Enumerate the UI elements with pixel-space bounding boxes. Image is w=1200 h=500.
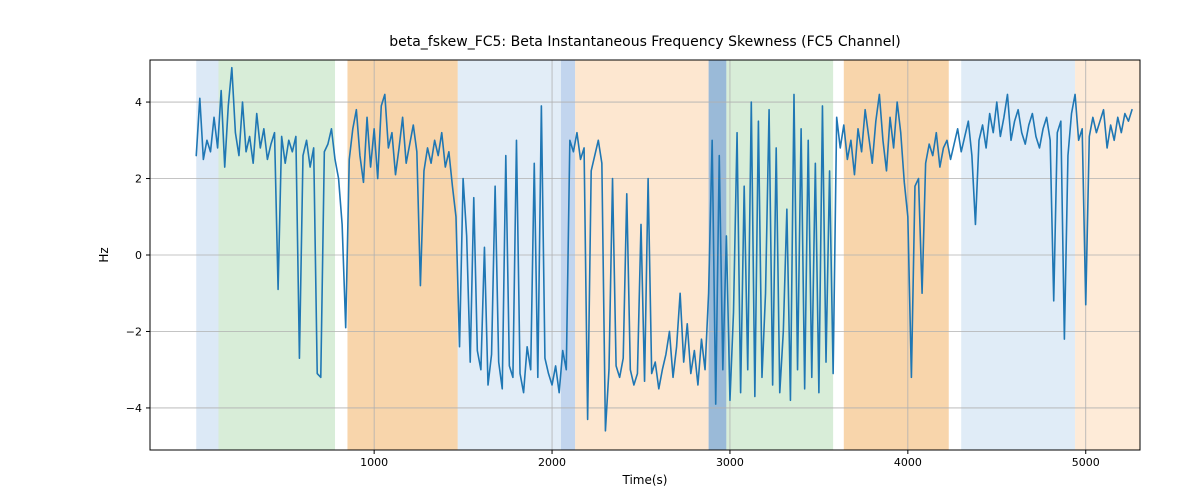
- chart-svg: 1000 2000 3000 4000 5000 −4 −2 0 2 4 Time(s) Hz beta…: [0, 0, 1200, 500]
- y-tick-label: −4: [126, 402, 142, 415]
- y-tick-label: 0: [135, 249, 142, 262]
- y-axis-label: Hz: [97, 247, 111, 262]
- chart-container: 1000 2000 3000 4000 5000 −4 −2 0 2 4 Time(s) Hz beta…: [0, 0, 1200, 500]
- chart-title: beta_fskew_FC5: Beta Instantaneous Frequ…: [389, 34, 901, 50]
- x-axis-label: Time(s): [622, 473, 668, 487]
- y-tick-label: 4: [135, 96, 142, 109]
- x-tick-label: 4000: [894, 456, 922, 469]
- y-tick-label: 2: [135, 173, 142, 186]
- x-tick-label: 2000: [538, 456, 566, 469]
- x-tick-label: 1000: [360, 456, 388, 469]
- x-tick-label: 3000: [716, 456, 744, 469]
- y-tick-label: −2: [126, 325, 142, 338]
- x-tick-label: 5000: [1072, 456, 1100, 469]
